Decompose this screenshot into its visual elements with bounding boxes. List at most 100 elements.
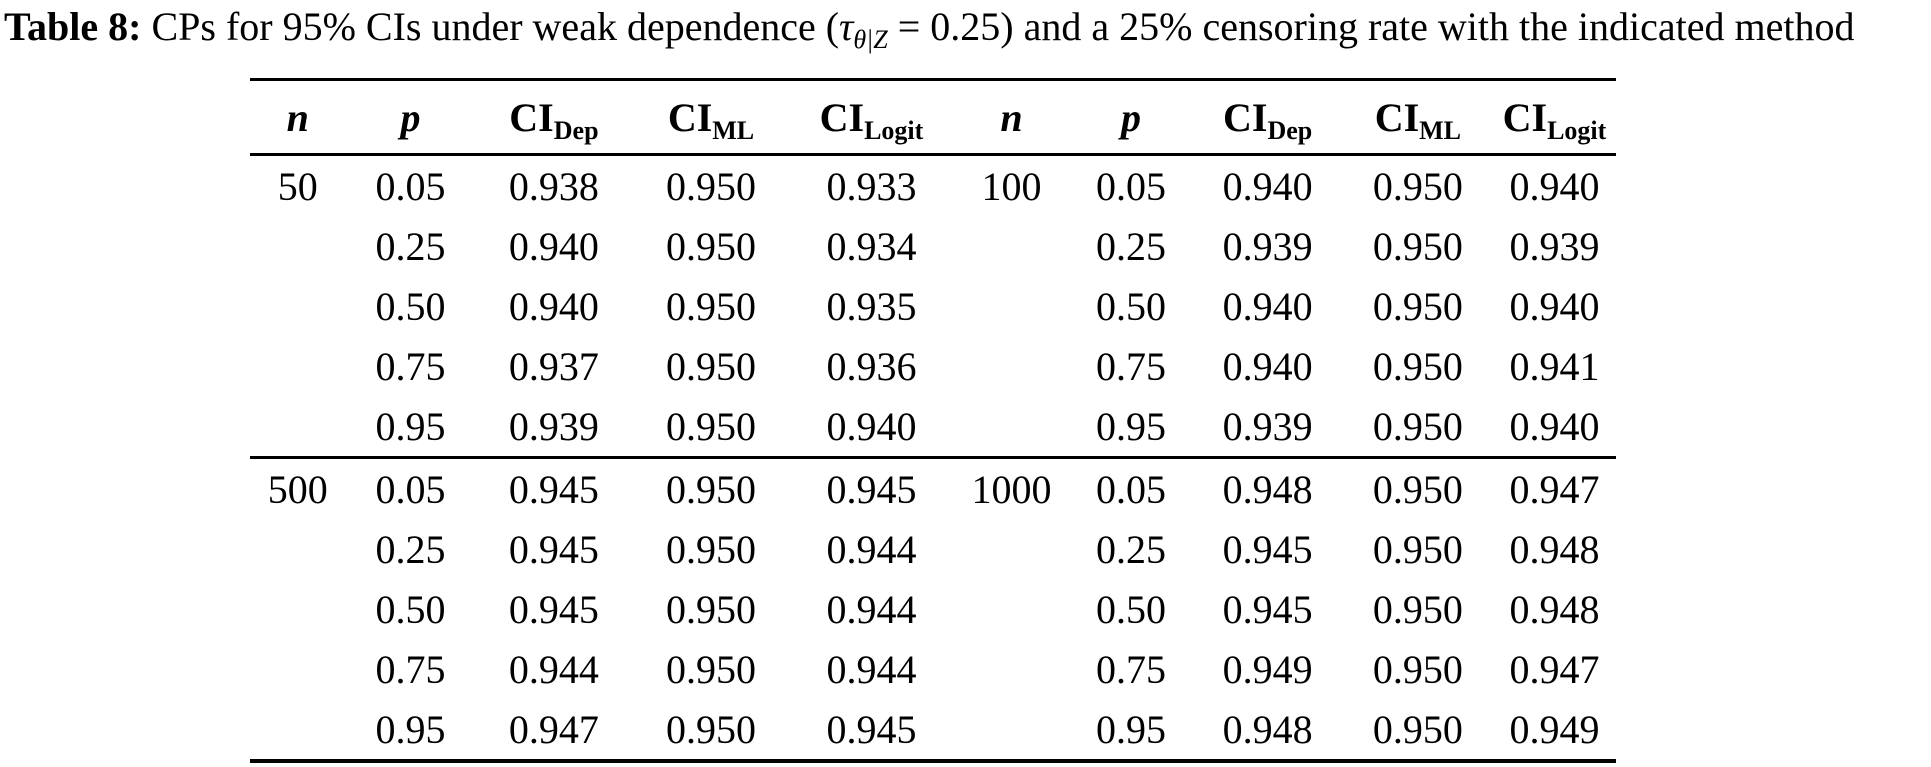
table-cell: 0.950	[1372, 403, 1463, 449]
table-cell	[953, 336, 1069, 396]
results-table: n p CIDep CIML CILogit n p CIDep CIML CI…	[250, 78, 1616, 763]
table-cell: 0.948	[1222, 706, 1313, 752]
table-cell: 500	[267, 466, 328, 512]
column-header-ci-dep-left: CIDep	[509, 94, 599, 145]
table-cell: 0.950	[665, 466, 756, 512]
table-cell: 0.944	[826, 526, 917, 572]
table-cell: 0.950	[665, 283, 756, 329]
table-cell: 0.25	[375, 526, 446, 572]
table-cell: 0.944	[508, 646, 599, 692]
table-cell: 50	[277, 163, 318, 209]
table-cell: 0.950	[665, 343, 756, 389]
table-cell: 0.945	[508, 526, 599, 572]
column-header-ci-ml-right: CIML	[1374, 94, 1462, 145]
table-cell: 0.950	[665, 706, 756, 752]
table-cell	[953, 699, 1069, 761]
tau-symbol: τ	[839, 4, 854, 49]
table-cell: 0.75	[375, 343, 446, 389]
table-row: 50 0.05 0.938 0.950 0.933 100 0.05 0.940…	[250, 155, 1616, 217]
column-header-ci-dep-right: CIDep	[1222, 94, 1313, 145]
table-cell: 0.05	[1096, 163, 1167, 209]
table-cell: 0.950	[665, 526, 756, 572]
table-cell: 0.947	[508, 706, 599, 752]
table-cell	[953, 519, 1069, 579]
table-cell: 0.940	[1509, 163, 1600, 209]
table-cell: 0.938	[508, 163, 599, 209]
table-cell: 0.950	[665, 646, 756, 692]
table-cell: 0.950	[1372, 466, 1463, 512]
table-cell: 0.05	[1096, 466, 1167, 512]
table-cell: 0.950	[665, 223, 756, 269]
table-cell: 100	[981, 163, 1042, 209]
table-cell: 0.947	[1509, 646, 1600, 692]
table-cell: 0.950	[1372, 646, 1463, 692]
table-row: 0.25 0.945 0.950 0.944 0.25 0.945 0.950 …	[250, 519, 1616, 579]
table-cell: 0.939	[1222, 403, 1313, 449]
table-cell: 0.950	[1372, 283, 1463, 329]
table-cell	[250, 579, 346, 639]
table-cell: 0.05	[375, 163, 446, 209]
table-cell: 0.50	[375, 586, 446, 632]
table-cell: 0.95	[375, 706, 446, 752]
table-cell: 0.950	[665, 403, 756, 449]
table-cell: 0.933	[826, 163, 917, 209]
table-cell	[250, 639, 346, 699]
table-cell: 0.940	[1222, 163, 1313, 209]
table-cell: 0.95	[375, 403, 446, 449]
table-cell: 0.945	[1222, 586, 1313, 632]
table-cell: 0.940	[508, 283, 599, 329]
table-cell: 0.950	[1372, 343, 1463, 389]
table-cell	[250, 519, 346, 579]
column-header-n-right: n	[1000, 94, 1023, 140]
column-header-ci-logit-right: CILogit	[1502, 94, 1607, 145]
table-caption: Table 8: CPs for 95% CIs under weak depe…	[4, 4, 1929, 53]
table-cell: 0.95	[1096, 706, 1167, 752]
table-cell: 0.25	[1096, 526, 1167, 572]
table-cell: 0.25	[1096, 223, 1167, 269]
table-row: 500 0.05 0.945 0.950 0.945 1000 0.05 0.9…	[250, 458, 1616, 520]
table-cell: 0.940	[508, 223, 599, 269]
table-cell: 0.940	[1222, 283, 1313, 329]
table-cell	[953, 639, 1069, 699]
table-caption-text-before: CPs for 95% CIs under weak dependence (	[141, 4, 840, 49]
table-cell: 0.947	[1509, 466, 1600, 512]
table-row: 0.95 0.939 0.950 0.940 0.95 0.939 0.950 …	[250, 396, 1616, 458]
table-caption-text-after: = 0.25) and a 25% censoring rate with th…	[887, 4, 1855, 49]
table-cell: 0.950	[1372, 526, 1463, 572]
table-cell: 0.940	[1222, 343, 1313, 389]
table-cell	[953, 396, 1069, 458]
table-cell: 1000	[971, 466, 1052, 512]
table-row: 0.50 0.940 0.950 0.935 0.50 0.940 0.950 …	[250, 276, 1616, 336]
table-cell: 0.937	[508, 343, 599, 389]
table-cell	[953, 579, 1069, 639]
column-header-p-right: p	[1121, 94, 1142, 140]
table-cell: 0.949	[1509, 706, 1600, 752]
table-cell: 0.950	[1372, 223, 1463, 269]
table-cell: 0.941	[1509, 343, 1600, 389]
table-row: 0.75 0.937 0.950 0.936 0.75 0.940 0.950 …	[250, 336, 1616, 396]
table-cell	[250, 216, 346, 276]
table-row: 0.95 0.947 0.950 0.945 0.95 0.948 0.950 …	[250, 699, 1616, 761]
table-row: 0.25 0.940 0.950 0.934 0.25 0.939 0.950 …	[250, 216, 1616, 276]
results-table-container: n p CIDep CIML CILogit n p CIDep CIML CI…	[250, 78, 1616, 763]
table-row: 0.50 0.945 0.950 0.944 0.50 0.945 0.950 …	[250, 579, 1616, 639]
table-cell: 0.948	[1222, 466, 1313, 512]
column-header-p-left: p	[400, 94, 421, 140]
table-cell: 0.945	[1222, 526, 1313, 572]
table-cell	[953, 216, 1069, 276]
table-cell	[250, 699, 346, 761]
column-header-ci-ml-left: CIML	[667, 94, 755, 145]
table-cell: 0.948	[1509, 526, 1600, 572]
table-caption-label: Table 8:	[4, 4, 142, 49]
table-cell	[250, 396, 346, 458]
table-cell: 0.949	[1222, 646, 1313, 692]
table-cell: 0.950	[665, 586, 756, 632]
table-cell: 0.95	[1096, 403, 1167, 449]
table-cell: 0.939	[508, 403, 599, 449]
column-header-n-left: n	[286, 94, 309, 140]
table-cell: 0.50	[1096, 283, 1167, 329]
table-cell: 0.25	[375, 223, 446, 269]
table-cell: 0.950	[1372, 163, 1463, 209]
table-cell: 0.945	[508, 466, 599, 512]
table-cell: 0.945	[826, 466, 917, 512]
